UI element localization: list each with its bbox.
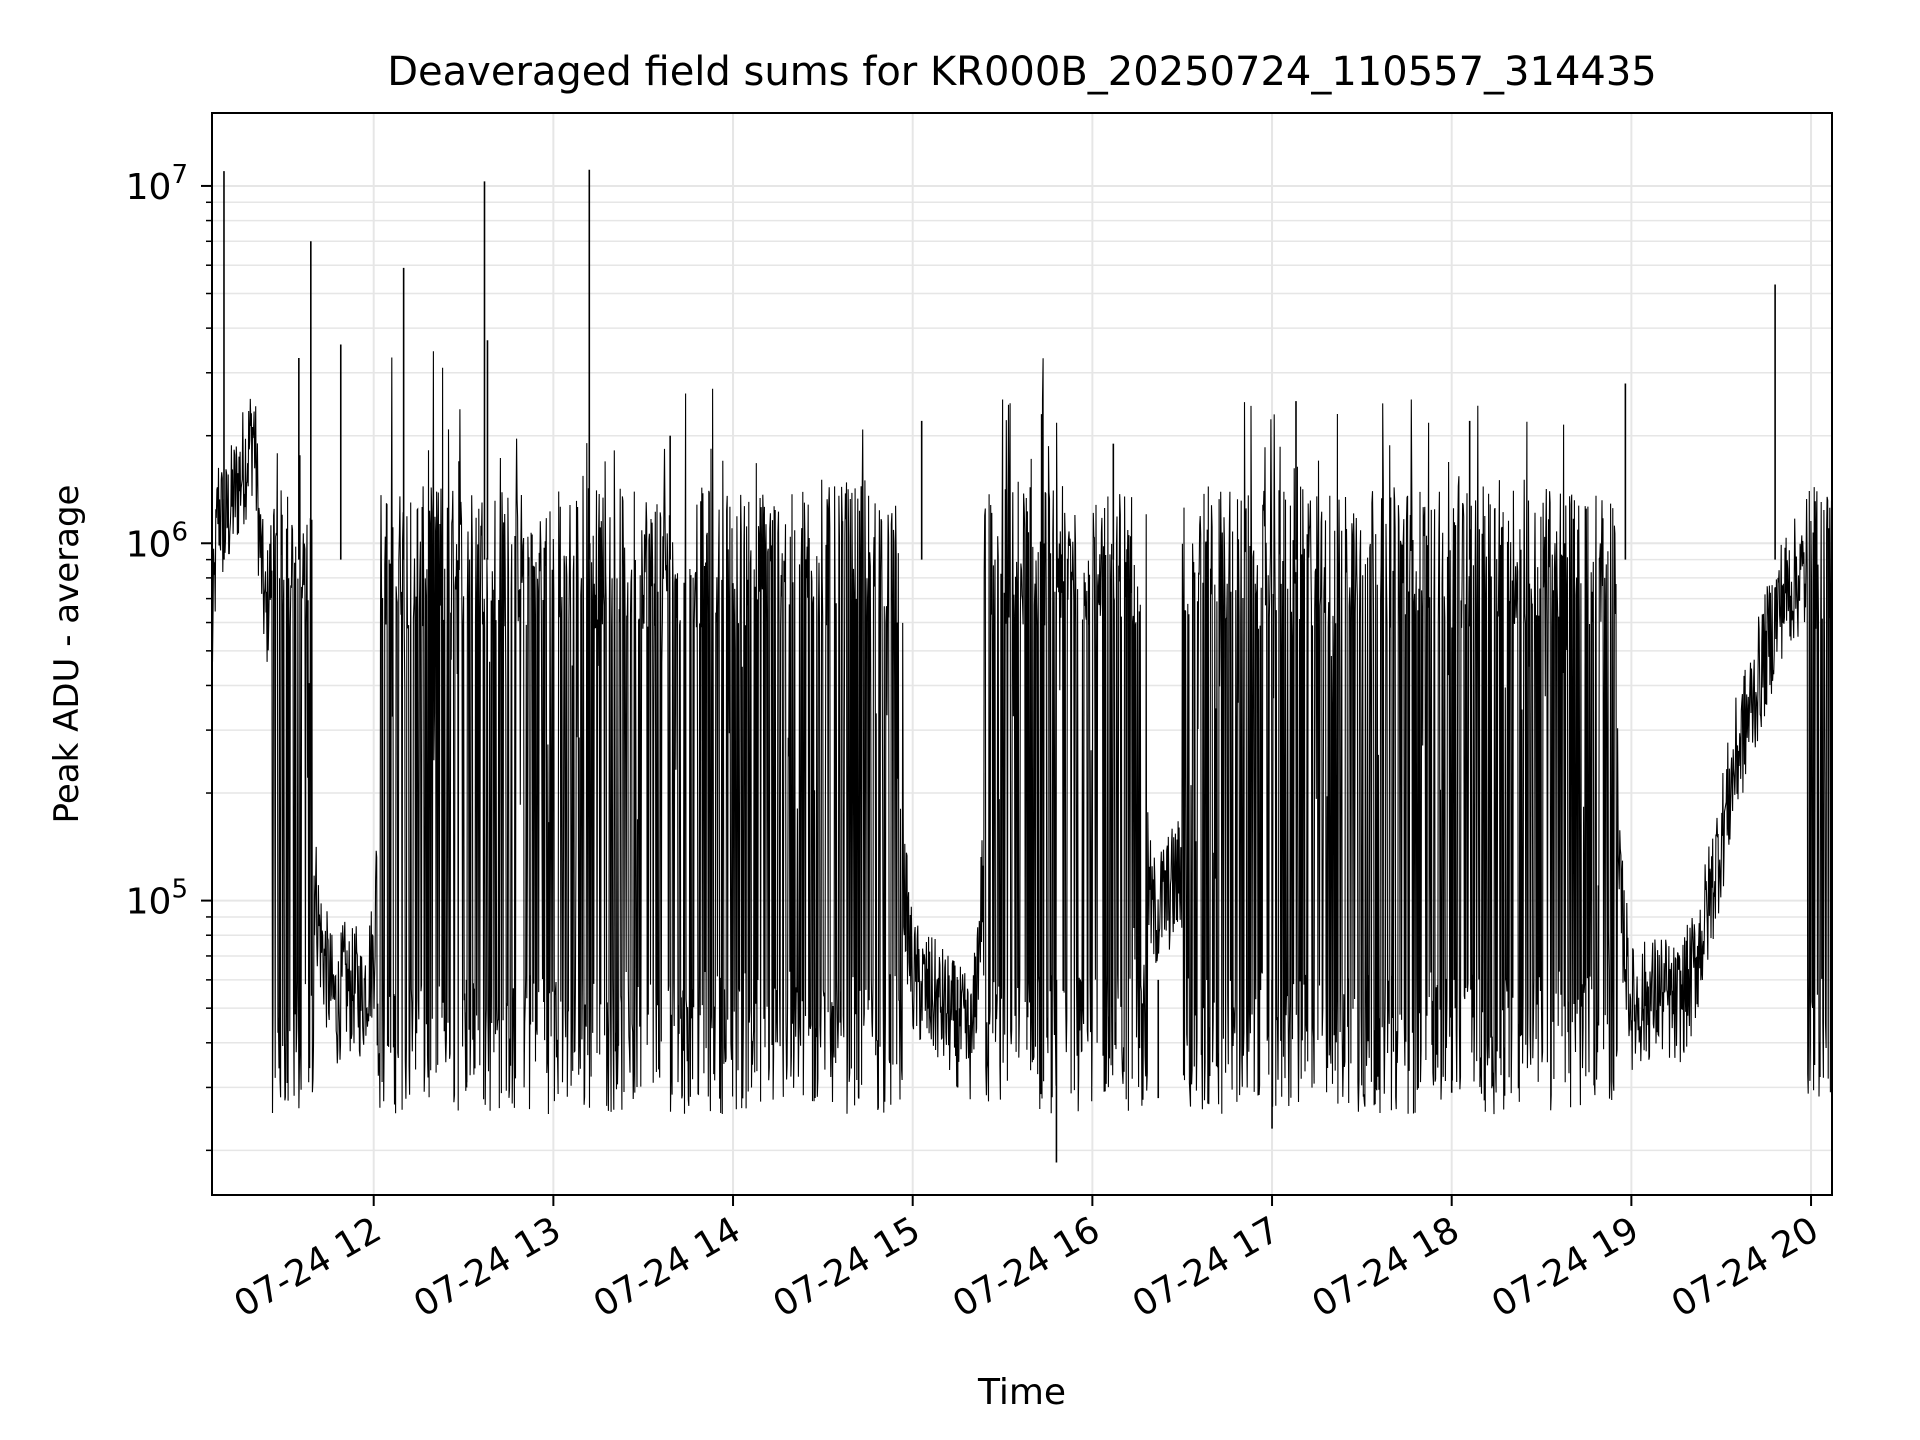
y-tick-label-base: 10 <box>126 524 172 565</box>
y-tick-label: 106 <box>126 517 188 565</box>
y-tick-label: 107 <box>126 160 188 208</box>
y-tick-label-base: 10 <box>126 167 172 208</box>
y-tick-label-exponent: 5 <box>171 875 188 905</box>
y-tick-label-exponent: 6 <box>171 517 188 547</box>
y-tick-label: 105 <box>126 875 188 923</box>
y-tick-label-base: 10 <box>126 882 172 923</box>
x-axis-label: Time <box>977 1372 1066 1413</box>
y-tick-label-exponent: 7 <box>171 160 188 190</box>
y-axis-label: Peak ADU - average <box>47 485 87 824</box>
plot-frame <box>211 112 1833 1196</box>
series-layer <box>211 169 1833 1163</box>
series-line <box>211 351 1833 1115</box>
chart-title: Deaveraged field sums for KR000B_2025072… <box>387 49 1657 95</box>
